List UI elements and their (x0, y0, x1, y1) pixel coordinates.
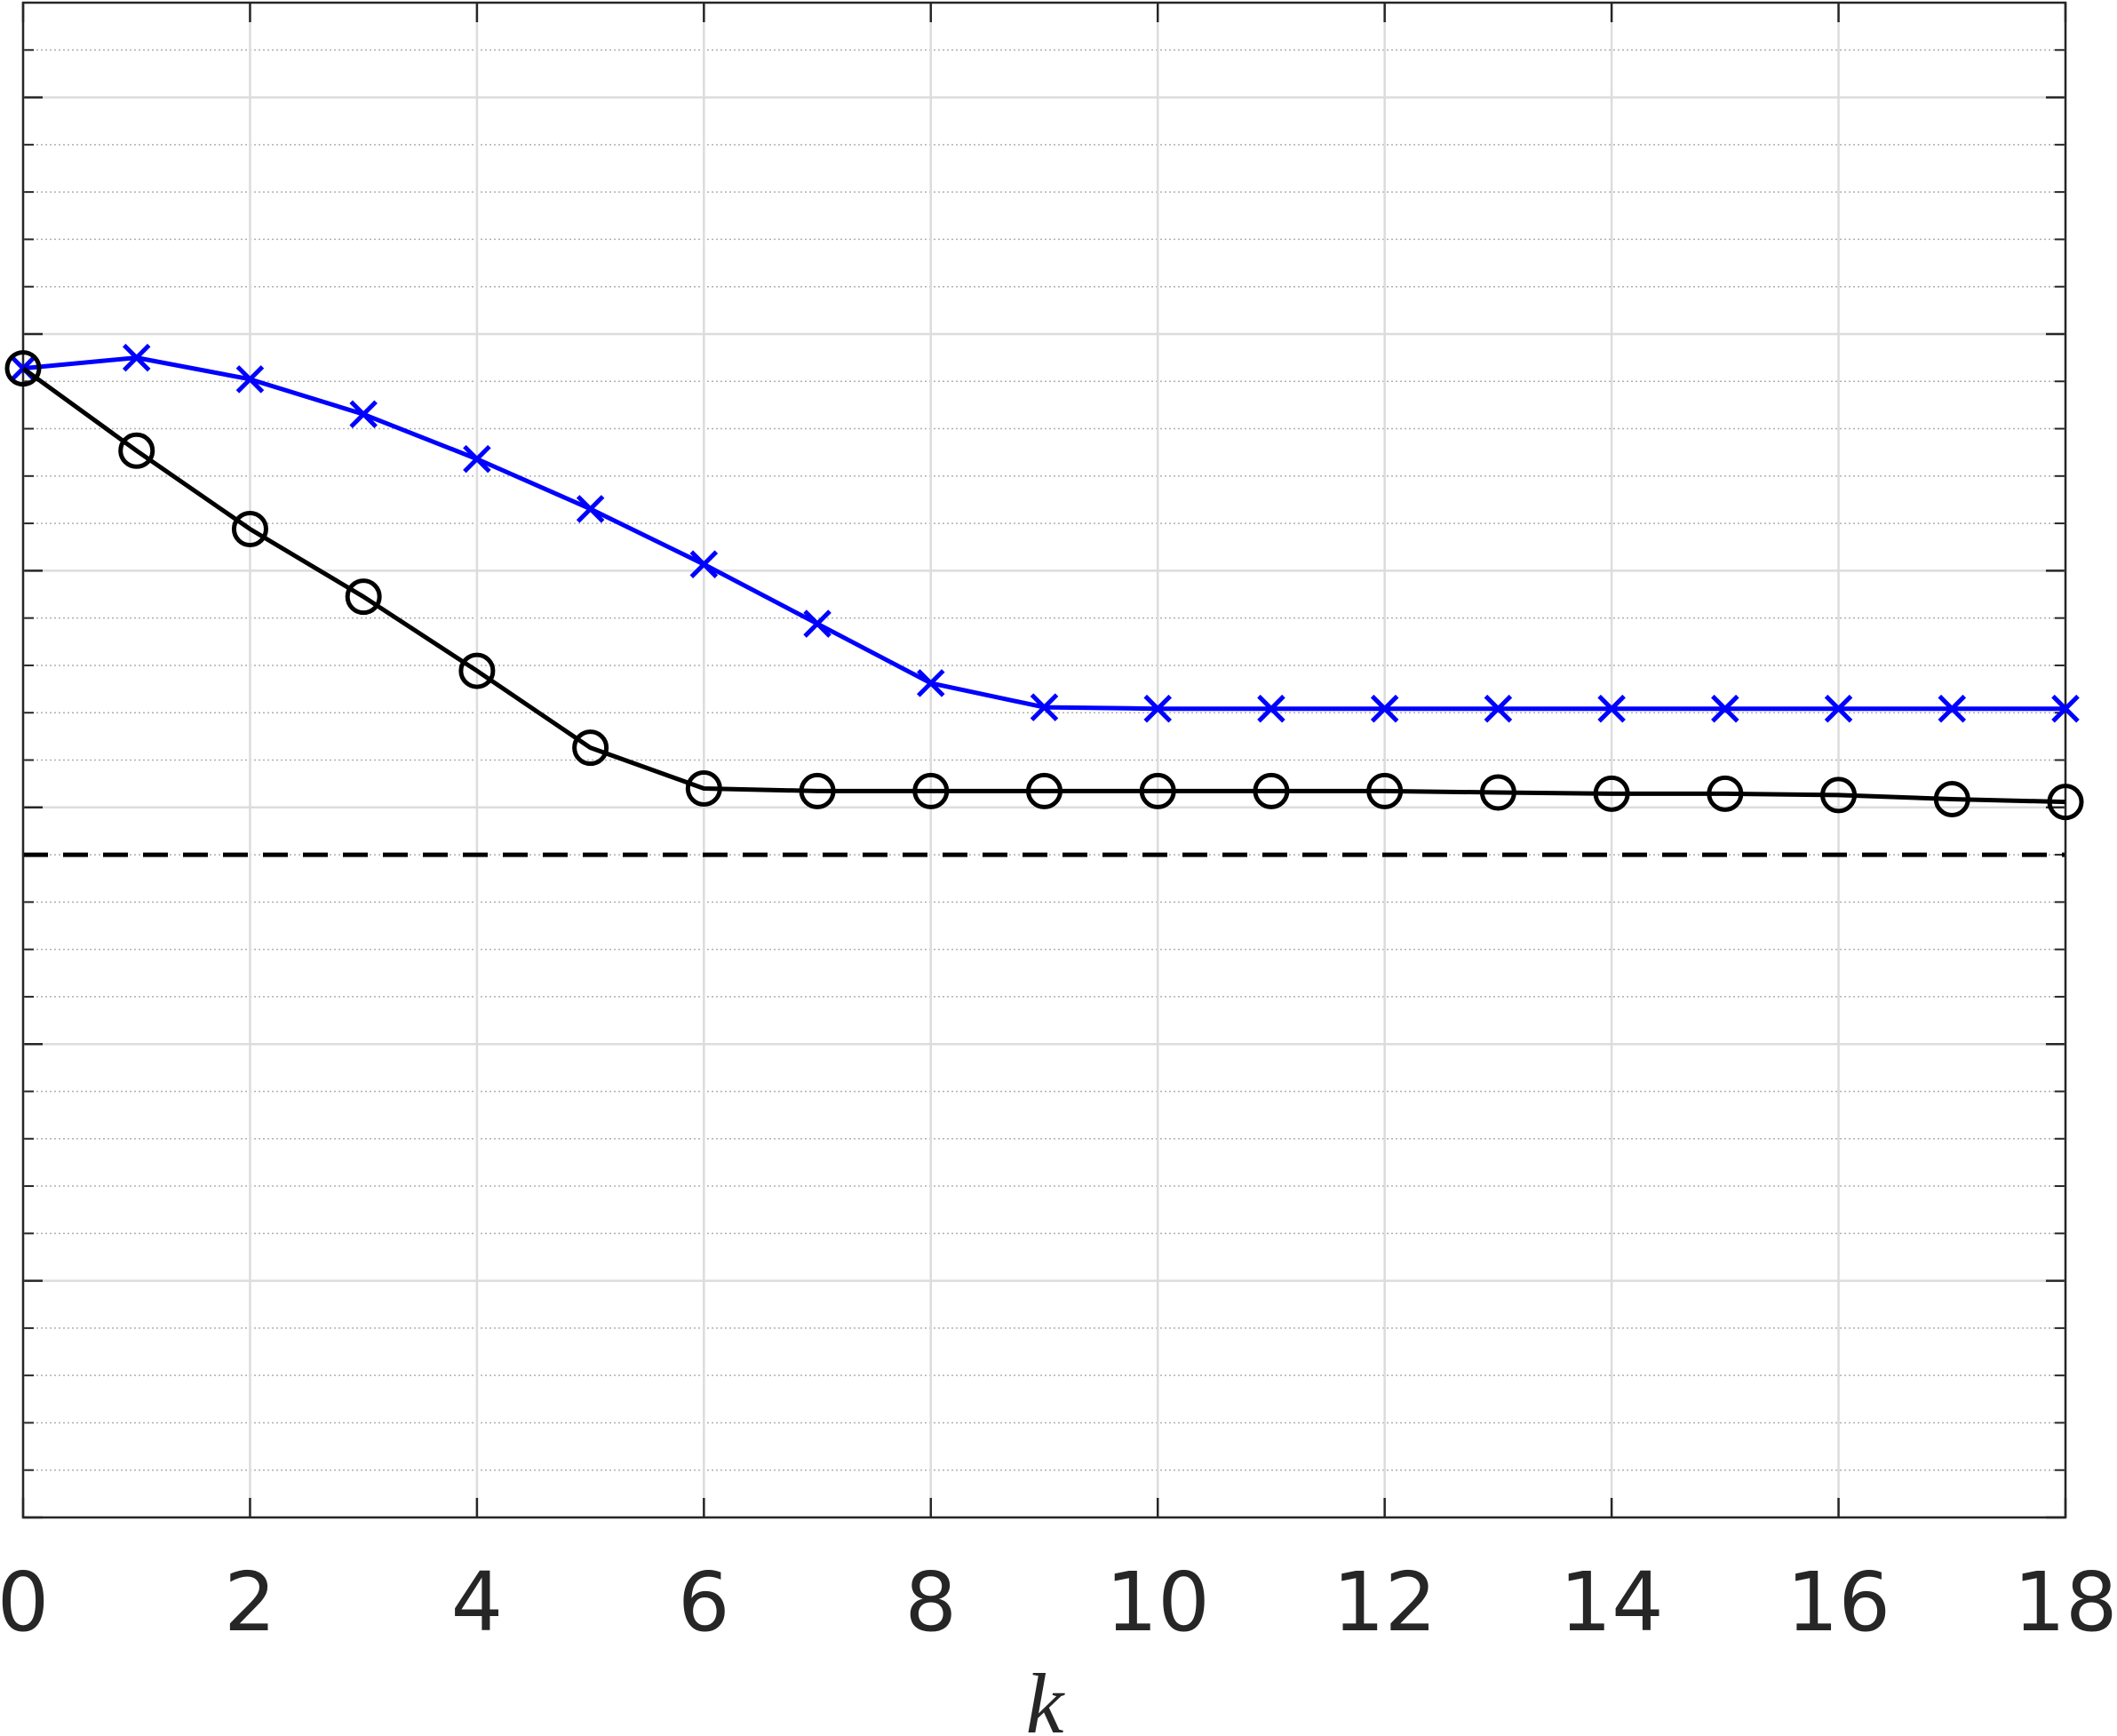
marker (1143, 694, 1172, 723)
x-axis-label: k (1026, 1656, 1066, 1736)
marker (4, 350, 42, 387)
marker-stroke (122, 343, 151, 372)
marker (1938, 694, 1967, 723)
series-line (22, 355, 2065, 712)
x-tick-label: 12 (1333, 1555, 1437, 1650)
marker-stroke (349, 400, 378, 429)
marker (349, 400, 378, 429)
marker (1597, 694, 1626, 723)
marker (1026, 772, 1062, 809)
marker-stroke (1711, 694, 1739, 723)
marker-stroke (803, 609, 832, 638)
marker-stroke (235, 365, 265, 394)
marker (1933, 780, 1970, 817)
x-tick-label: 10 (1106, 1555, 1210, 1650)
marker (235, 365, 265, 394)
marker (463, 444, 491, 474)
marker (1139, 772, 1176, 809)
x-tick-label: 6 (678, 1555, 730, 1650)
marker-stroke (1824, 694, 1853, 723)
marker (118, 432, 155, 469)
marker (231, 510, 268, 547)
marker (345, 578, 382, 616)
marker (572, 729, 609, 767)
marker (689, 550, 719, 578)
marker (122, 343, 151, 372)
marker (1366, 772, 1404, 809)
x-tick-label: 0 (0, 1555, 49, 1650)
axes-box (21, 1, 2067, 1519)
marker (1030, 693, 1059, 721)
marker-stroke (576, 495, 605, 523)
x-tick-label: 2 (224, 1555, 276, 1650)
marker-stroke (2051, 694, 2080, 723)
marker (1711, 694, 1739, 723)
marker (1253, 772, 1290, 809)
marker (685, 769, 722, 807)
marker (803, 609, 832, 638)
x-tick-label: 16 (1787, 1555, 1890, 1650)
marker (1820, 776, 1858, 814)
marker-stroke (1938, 694, 1967, 723)
marker (1707, 775, 1744, 812)
marker (917, 669, 945, 697)
series-line (21, 366, 2066, 805)
marker-stroke (917, 669, 945, 697)
marker-stroke (463, 444, 491, 474)
marker (1257, 694, 1285, 723)
marker (1824, 694, 1853, 723)
marker-stroke (1143, 694, 1172, 723)
x-tick-label: 8 (905, 1555, 958, 1650)
marker (1484, 694, 1513, 723)
marker (1479, 774, 1516, 811)
x-tick-label: 4 (451, 1555, 504, 1650)
marker (1370, 694, 1399, 723)
marker-stroke (1257, 694, 1285, 723)
marker (576, 495, 605, 523)
marker-stroke (1030, 693, 1059, 721)
marker-stroke (1597, 694, 1626, 723)
marker (912, 772, 950, 809)
marker (1593, 775, 1630, 812)
x-tick-label: 18 (2013, 1555, 2117, 1650)
marker-stroke (689, 550, 719, 578)
marker (799, 772, 836, 809)
marker (458, 652, 496, 689)
marker-stroke (1370, 694, 1399, 723)
marker (2047, 784, 2084, 821)
marker-stroke (1484, 694, 1513, 723)
x-tick-label: 14 (1560, 1555, 1664, 1650)
marker (2051, 694, 2080, 723)
